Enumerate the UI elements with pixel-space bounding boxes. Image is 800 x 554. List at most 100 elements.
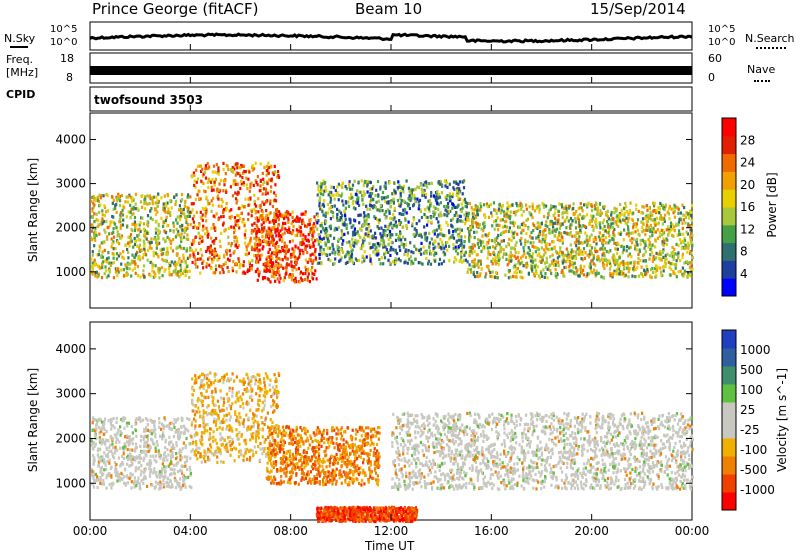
echo-cell <box>504 229 507 233</box>
echo-cell <box>222 214 225 219</box>
echo-cell <box>655 251 658 255</box>
echo-cell <box>116 438 119 442</box>
echo-cell <box>508 269 511 273</box>
echo-cell <box>223 229 226 233</box>
echo-cell <box>492 257 495 261</box>
echo-cell <box>250 231 253 235</box>
echo-cell <box>369 246 372 250</box>
echo-cell <box>274 279 277 283</box>
echo-cell <box>391 192 394 196</box>
echo-cell <box>306 275 309 279</box>
echo-cell <box>578 274 581 278</box>
echo-cell <box>284 255 287 259</box>
echo-cell <box>532 229 535 233</box>
echo-cell <box>114 267 117 271</box>
echo-cell <box>428 231 431 235</box>
echo-cell <box>688 243 691 248</box>
echo-cell <box>115 440 118 444</box>
echo-cell <box>325 189 328 193</box>
echo-cell <box>143 247 146 251</box>
echo-cell <box>380 226 383 230</box>
echo-cell <box>119 224 122 228</box>
echo-cell <box>287 218 290 222</box>
echo-cell <box>443 213 446 217</box>
echo-cell <box>229 185 232 189</box>
echo-cell <box>389 205 393 209</box>
echo-cell <box>329 234 332 238</box>
echo-cell <box>266 199 269 203</box>
echo-cell <box>285 248 288 252</box>
echo-cell <box>199 164 202 168</box>
echo-cell <box>587 201 590 205</box>
echo-cell <box>137 238 140 242</box>
echo-cell <box>117 267 120 271</box>
echo-cell <box>317 233 320 237</box>
echo-cell <box>428 182 431 186</box>
echo-cell <box>512 236 515 240</box>
echo-cell <box>613 227 616 232</box>
echo-cell <box>599 236 603 240</box>
echo-cell <box>689 224 692 228</box>
echo-cell <box>169 199 172 203</box>
echo-cell <box>238 206 241 210</box>
echo-cell <box>508 237 511 241</box>
echo-cell <box>647 238 650 242</box>
echo-cell <box>568 206 571 210</box>
echo-cell <box>491 245 494 249</box>
echo-cell <box>644 240 647 244</box>
echo-cell <box>254 269 257 274</box>
echo-cell <box>543 275 546 279</box>
echo-cell <box>105 257 109 261</box>
echo-cell <box>191 217 194 221</box>
echo-cell <box>620 261 623 265</box>
echo-cell <box>173 468 176 472</box>
echo-cell <box>253 167 256 171</box>
echo-cell <box>392 201 395 205</box>
echo-cell <box>430 190 433 195</box>
echo-cell <box>111 214 114 219</box>
echo-cell <box>194 185 197 189</box>
echo-cell <box>268 227 271 231</box>
echo-cell <box>544 265 547 269</box>
echo-cell <box>388 229 392 234</box>
echo-cell <box>146 194 149 198</box>
echo-cell <box>579 228 582 232</box>
echo-cell <box>675 263 678 267</box>
echo-cell <box>153 442 156 446</box>
echo-cell <box>291 215 294 219</box>
echo-cell <box>113 235 116 239</box>
echo-cell <box>110 486 113 490</box>
echo-cell <box>646 269 649 273</box>
echo-cell <box>256 253 259 257</box>
echo-cell <box>340 216 343 220</box>
echo-cell <box>663 239 666 243</box>
echo-cell <box>318 204 321 208</box>
echo-cell <box>673 215 676 219</box>
echo-cell <box>291 219 295 224</box>
echo-cell <box>282 248 285 253</box>
echo-cell <box>375 250 378 254</box>
echo-cell <box>630 255 633 259</box>
echo-cell <box>652 254 655 258</box>
echo-cell <box>594 246 597 250</box>
echo-cell <box>578 235 581 239</box>
echo-cell <box>402 225 405 229</box>
echo-cell <box>222 221 225 225</box>
echo-cell <box>142 253 145 257</box>
echo-cell <box>542 229 546 233</box>
echo-cell <box>234 179 237 183</box>
echo-cell <box>665 242 668 246</box>
echo-cell <box>254 179 257 183</box>
echo-cell <box>414 187 417 191</box>
echo-cell <box>359 227 362 231</box>
echo-cell <box>526 264 529 268</box>
echo-cell <box>186 264 189 268</box>
echo-cell <box>516 204 519 208</box>
echo-cell <box>133 266 136 270</box>
echo-cell <box>661 242 664 246</box>
echo-cell <box>274 183 277 187</box>
echo-cell <box>236 182 239 186</box>
echo-cell <box>493 252 496 256</box>
echo-cell <box>188 442 191 446</box>
echo-cell <box>223 255 226 259</box>
